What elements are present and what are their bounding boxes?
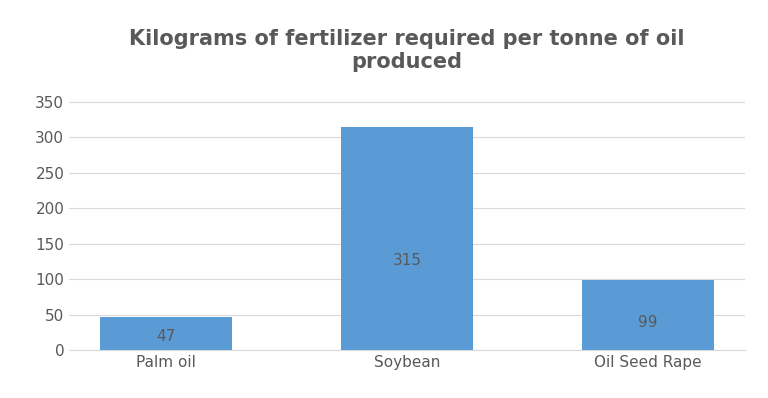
Text: 315: 315	[392, 253, 422, 268]
Text: 99: 99	[638, 315, 657, 330]
Bar	[341, 127, 473, 350]
Title: Kilograms of fertilizer required per tonne of oil
produced: Kilograms of fertilizer required per ton…	[129, 29, 685, 72]
Text: 47: 47	[157, 330, 176, 344]
Bar	[100, 317, 233, 350]
Bar	[581, 280, 714, 350]
